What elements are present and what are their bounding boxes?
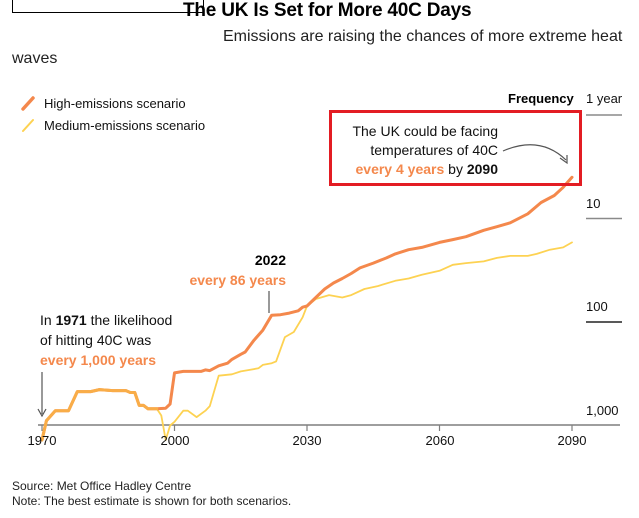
y-tick-label-1000: 1,000 bbox=[586, 403, 619, 418]
series-line-high-emissions bbox=[40, 175, 574, 442]
annotation-2022: 2022 every 86 years bbox=[150, 250, 286, 290]
y-tick-label-1: 1 year bbox=[586, 91, 623, 106]
footer: Source: Met Office Hadley Centre Note: T… bbox=[12, 479, 291, 509]
annotation-1971: In 1971 the likelihood of hitting 40C wa… bbox=[40, 310, 172, 370]
y-tick-label-10: 10 bbox=[586, 196, 601, 211]
callout-arrow-curve bbox=[502, 144, 567, 161]
legend-label-high: High-emissions scenario bbox=[44, 95, 186, 111]
x-tick-label-2030: 2030 bbox=[292, 433, 322, 448]
chart-title: The UK Is Set for More 40C Days bbox=[183, 0, 472, 21]
x-tick-label-2060: 2060 bbox=[425, 433, 455, 448]
annotation-1971-pre: In bbox=[40, 312, 56, 328]
legend-swatch-medium-icon bbox=[22, 119, 34, 132]
x-tick-label-2000: 2000 bbox=[160, 433, 190, 448]
callout-line-3: every 4 years by 2090 bbox=[336, 160, 499, 179]
x-tick-label-2090: 2090 bbox=[557, 433, 587, 448]
annotation-2022-year: 2022 bbox=[254, 252, 286, 268]
y-tick-label-100: 100 bbox=[586, 299, 608, 314]
callout-line-2: temperatures of 40C bbox=[370, 142, 498, 158]
blank-header-box bbox=[12, 0, 204, 13]
legend-item-high: High-emissions scenario bbox=[20, 92, 205, 114]
legend-swatch-high-icon bbox=[21, 96, 35, 111]
annotation-1971-frequency: every 1,000 years bbox=[40, 352, 156, 368]
x-tick-label-1970: 1970 bbox=[27, 433, 57, 448]
annotation-1971-line-1: In 1971 the likelihood bbox=[40, 310, 172, 330]
callout-2090: The UK could be facing temperatures of 4… bbox=[336, 122, 498, 179]
callout-arrowhead-icon bbox=[559, 155, 568, 165]
annotation-1971-post: the likelihood bbox=[86, 312, 173, 328]
legend: High-emissions scenario Medium-emissions… bbox=[20, 92, 205, 136]
annotation-2022-frequency: every 86 years bbox=[189, 272, 286, 288]
chart-subtitle: Emissions are raising the chances of mor… bbox=[12, 28, 623, 67]
annotation-1971-arrowhead-icon bbox=[37, 408, 47, 418]
callout-year: 2090 bbox=[466, 161, 498, 177]
callout-frequency: every 4 years bbox=[355, 161, 445, 177]
legend-item-medium: Medium-emissions scenario bbox=[20, 114, 205, 136]
callout-by: by bbox=[444, 161, 467, 177]
series-line-shared-segment bbox=[40, 388, 159, 442]
source-note: Source: Met Office Hadley Centre bbox=[12, 479, 192, 493]
highlight-box bbox=[329, 110, 582, 186]
callout-line-1: The UK could be facing bbox=[352, 123, 498, 139]
legend-label-medium: Medium-emissions scenario bbox=[44, 117, 206, 133]
annotation-1971-year: 1971 bbox=[55, 312, 87, 328]
y-axis-title: Frequency bbox=[508, 91, 574, 106]
annotation-1971-line-2: of hitting 40C was bbox=[40, 332, 152, 348]
methodology-note: Note: The best estimate is shown for bot… bbox=[12, 494, 292, 508]
